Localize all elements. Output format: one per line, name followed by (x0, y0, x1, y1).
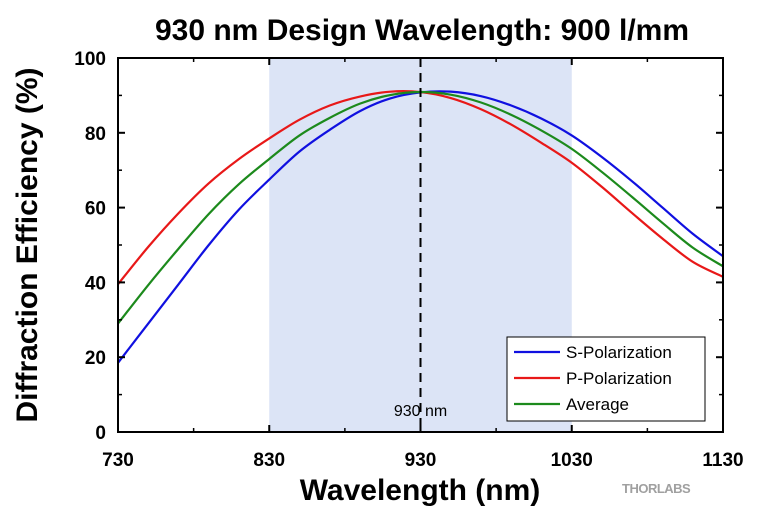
x-tick-label: 930 (405, 450, 437, 471)
y-tick-label: 60 (85, 199, 106, 220)
y-tick-label: 40 (85, 273, 106, 294)
legend-label: Average (566, 395, 629, 414)
chart-title: 930 nm Design Wavelength: 900 l/mm (155, 14, 689, 47)
x-axis-label: Wavelength (nm) (300, 474, 541, 507)
x-tick-label: 1130 (702, 450, 743, 471)
legend-label: S-Polarization (566, 343, 672, 362)
x-tick-label: 830 (253, 450, 285, 471)
y-tick-label: 0 (95, 423, 106, 444)
x-tick-label: 730 (102, 450, 134, 471)
y-tick-label: 80 (85, 124, 106, 145)
y-tick-label: 100 (74, 49, 106, 70)
thorlabs-logo: THORLABS (622, 481, 691, 496)
y-axis-label: Diffraction Efficiency (%) (11, 67, 44, 422)
x-tick-label: 1030 (551, 450, 593, 471)
legend: S-Polarization P-Polarization Average (506, 336, 706, 422)
reference-line-label: 930 nm (394, 403, 447, 420)
legend-label: P-Polarization (566, 369, 672, 388)
y-tick-label: 20 (85, 348, 106, 369)
